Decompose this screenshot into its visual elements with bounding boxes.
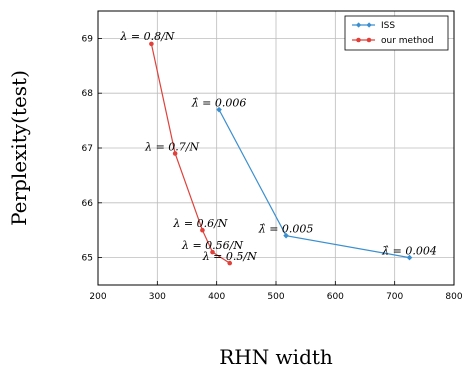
x-tick-label-800: 800 bbox=[445, 292, 462, 302]
y-axis-label: Perplexity(test) bbox=[7, 70, 31, 226]
x-tick-label-600: 600 bbox=[327, 292, 344, 302]
series-1-point-1 bbox=[172, 151, 178, 156]
series-0-annotation-0: λ̂ = 0.006 bbox=[191, 97, 247, 110]
series-1-point-4 bbox=[227, 260, 233, 266]
series-1-annotation-3: λ = 0.56/N bbox=[181, 239, 243, 252]
y-tick-label-66: 66 bbox=[82, 199, 94, 209]
x-tick-label-300: 300 bbox=[149, 292, 166, 302]
x-tick-label-400: 400 bbox=[208, 292, 225, 302]
legend-label-our-method: our method bbox=[381, 36, 434, 46]
x-tick-label-200: 200 bbox=[89, 292, 106, 302]
x-tick-label-500: 500 bbox=[267, 292, 284, 302]
legend-box bbox=[344, 15, 449, 51]
series-0-annotation-1: λ̂ = 0.005 bbox=[258, 223, 314, 236]
y-tick-label-67: 67 bbox=[82, 144, 93, 154]
series-1-annotation-4: λ = 0.5/N bbox=[202, 250, 257, 263]
x-axis-label: RHN width bbox=[219, 345, 333, 369]
series-0-point-1 bbox=[283, 232, 289, 239]
series-group bbox=[149, 41, 413, 266]
legend-marker-our-method-2 bbox=[366, 37, 372, 43]
x-tick-label-700: 700 bbox=[386, 292, 403, 302]
y-tick-label-65: 65 bbox=[82, 254, 93, 264]
legend-marker-our-method-1 bbox=[356, 37, 361, 43]
series-1-annotation-1: λ = 0.7/N bbox=[144, 140, 199, 153]
series-1-annotation-2: λ = 0.6/N bbox=[172, 217, 227, 230]
series-1-point-2 bbox=[200, 227, 205, 233]
axis-ticks: 200 300 400 500 600 700 800 65 66 67 68 69 bbox=[82, 34, 462, 302]
series-0-point-0 bbox=[216, 106, 222, 113]
series-1-annotation-0: λ = 0.8/N bbox=[119, 30, 174, 43]
series-0-annotation-2: λ̂ = 0.004 bbox=[381, 245, 437, 258]
legend-label-iss: ISS bbox=[381, 21, 395, 31]
legend-marker-iss bbox=[356, 22, 372, 28]
series-0-point-2 bbox=[406, 254, 413, 261]
annotations: λ̂ = 0.006 λ̂ = 0.005 λ̂ = 0.004 λ = 0.8/N λ… bbox=[119, 30, 436, 263]
series-1-point-3 bbox=[210, 249, 215, 255]
series-line-0 bbox=[218, 109, 410, 259]
series-1-point-0 bbox=[149, 41, 154, 47]
legend: ISS our method bbox=[344, 15, 449, 51]
y-tick-label-68: 68 bbox=[82, 89, 94, 99]
y-tick-label-69: 69 bbox=[82, 34, 94, 44]
